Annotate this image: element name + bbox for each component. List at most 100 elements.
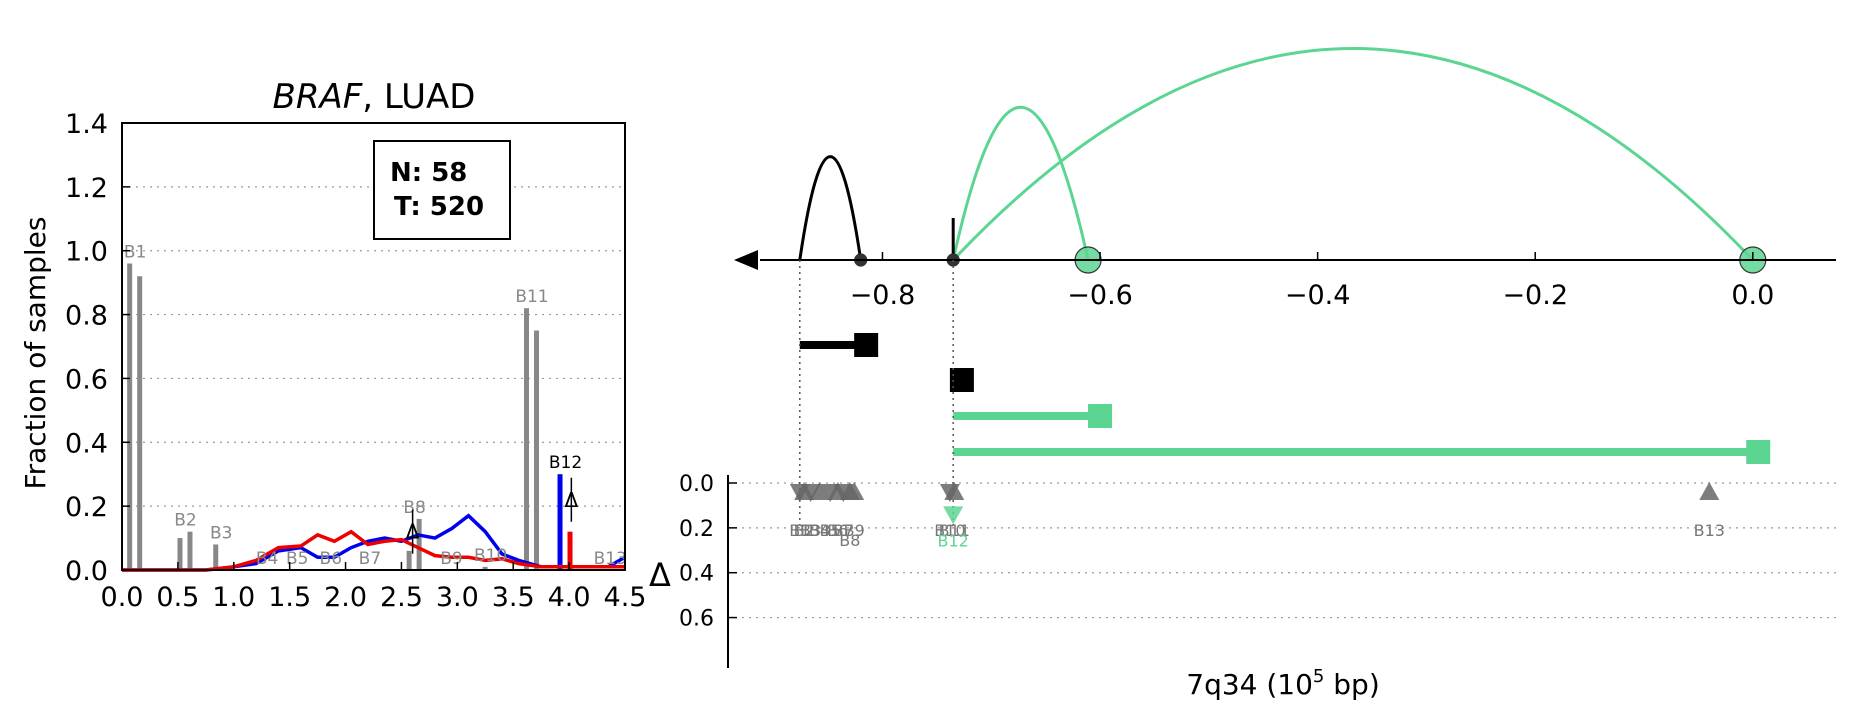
- interaction-arc: [798, 155, 863, 261]
- bar-label-b8: B8: [403, 498, 425, 518]
- interaction-arc: [952, 47, 1754, 262]
- chart-title-rest: , LUAD: [362, 77, 475, 117]
- delta-marker: Δ: [406, 520, 420, 544]
- strand-arrow: [734, 250, 758, 270]
- bar-label-b5: B5: [286, 549, 308, 569]
- y-tick-label: 0.6: [65, 364, 108, 395]
- segment-group: [799, 333, 1771, 464]
- marker-label-b11: B11: [939, 521, 970, 540]
- bar-tumor-b8: [416, 518, 422, 570]
- chart-title-gene: BRAF: [273, 77, 363, 117]
- bar-label-b9: B9: [440, 549, 462, 569]
- genome-tick-label: −0.6: [1067, 280, 1133, 311]
- genome-tick-label: −0.4: [1285, 280, 1351, 311]
- x-tick-label: 4.5: [604, 582, 647, 613]
- x-tick-label: 3.5: [492, 582, 535, 613]
- bar-tumor-b11: [533, 330, 539, 570]
- bar-normal-b8: [406, 550, 412, 570]
- x-tick-label: 4.0: [548, 582, 591, 613]
- marker-label-b9: B9: [844, 521, 865, 540]
- x-tick-label: 2.5: [380, 582, 423, 613]
- y-tick-label: 1.4: [65, 109, 108, 140]
- marker-label-b10: B10: [934, 521, 965, 540]
- bar-normal-b2: [177, 538, 183, 570]
- marker-b13: [1699, 481, 1720, 500]
- bar-normal-b1: [127, 263, 133, 570]
- genome-tick-label: 0.0: [1731, 280, 1774, 311]
- marker-label-b8: B8: [839, 531, 860, 550]
- y-tick-label: 0.8: [65, 301, 108, 332]
- marker-b9: [844, 481, 865, 500]
- marker-label-b1: B1: [789, 521, 810, 540]
- x-tick-label: 3.0: [436, 582, 479, 613]
- y-tick-label: 0.2: [65, 492, 108, 523]
- x-tick-label: 1.0: [212, 582, 255, 613]
- bar-label-b11: B11: [515, 287, 548, 307]
- x-tick-label: 0.5: [156, 582, 199, 613]
- bar-normal-b11: [523, 308, 529, 570]
- y-tick-label: 1.0: [65, 237, 108, 268]
- marker-label-b5: B5: [820, 521, 841, 540]
- x-label-tail: bp): [1324, 668, 1379, 701]
- genomic-x-label: 7q34 (105 bp): [1186, 666, 1380, 701]
- interaction-arc: [951, 105, 1090, 261]
- marker-label-b2: B2: [794, 521, 815, 540]
- delta-tick-label: 0.4: [679, 562, 714, 587]
- delta-marker: Δ: [565, 488, 579, 512]
- annotations: B1 B2 B3 B4 B5 B6 B7 B8 B9 B10 B11 B12 B13 Δ Δ: [124, 242, 627, 569]
- delta-y-label: Δ: [649, 556, 671, 594]
- segment-end: [854, 333, 879, 357]
- legend-n: N: 58: [390, 158, 467, 188]
- bar-label-b7: B7: [359, 549, 381, 569]
- genome-tick-label: −0.8: [850, 280, 916, 311]
- y-axis-label: Fraction of samples: [19, 217, 52, 490]
- genome-tick-label: −0.2: [1502, 280, 1568, 311]
- segment-end: [1088, 404, 1113, 428]
- bar-normal-b10: [482, 566, 488, 570]
- segment-end: [1746, 440, 1771, 464]
- marker-b12: [943, 506, 964, 525]
- bar-label-b3: B3: [210, 523, 232, 543]
- bar-label-b13: B13: [594, 549, 627, 569]
- y-tick-label: 0.4: [65, 428, 108, 459]
- marker-b11: [944, 481, 965, 500]
- bar-tumor-b12: [567, 531, 573, 570]
- bar-label-b10: B10: [474, 546, 507, 566]
- marker-label-b7: B7: [833, 521, 854, 540]
- marker-label-b4: B4: [809, 521, 830, 540]
- top-axis: −0.8 −0.6 −0.4 −0.2 0.0: [734, 250, 1836, 311]
- x-tick-label: 1.5: [268, 582, 311, 613]
- bar-normal-b3: [213, 544, 219, 570]
- bar-group: [127, 263, 573, 570]
- x-label-base: 7q34 (10: [1186, 668, 1313, 701]
- bar-tumor-b1: [137, 276, 143, 570]
- arc-group: [798, 47, 1767, 274]
- x-label-sup: 5: [1313, 666, 1324, 687]
- plot-frame: [121, 122, 626, 571]
- bar-normal-b12: [557, 474, 563, 570]
- marker-label-b13: B13: [1694, 521, 1725, 540]
- bar-label-b2: B2: [174, 511, 196, 531]
- bar-label-b12: B12: [549, 453, 582, 473]
- genomic-diagram: −0.8 −0.6 −0.4 −0.2 0.0 0.0 0.2 0.4 0.6 B1B2B3B4…: [649, 47, 1840, 701]
- x-tick-label: 0.0: [101, 582, 144, 613]
- marker-b4: [809, 481, 830, 500]
- bar-label-b6: B6: [320, 549, 342, 569]
- x-tick-label: 2.0: [324, 582, 367, 613]
- marker-label-b12: B12: [938, 531, 969, 550]
- bar-label-b4: B4: [256, 549, 278, 569]
- bar-label-b1: B1: [124, 242, 146, 262]
- delta-tick-label: 0.6: [679, 607, 714, 632]
- y-tick-label: 0.0: [65, 556, 108, 587]
- marker-label-b6: B6: [827, 521, 848, 540]
- y-tick-label: 1.2: [65, 173, 108, 204]
- chart-title: BRAF, LUAD: [273, 77, 476, 117]
- line-series: [122, 513, 626, 572]
- delta-tick-label: 0.2: [679, 517, 714, 542]
- marker-b3: [800, 483, 821, 502]
- bar-tumor-b2: [187, 531, 193, 570]
- axis-ticks: 0.0 0.2 0.4 0.6 0.8 1.0 1.2 1.4 0.0 0.5 1.0 1.5 2.0 2…: [65, 109, 646, 613]
